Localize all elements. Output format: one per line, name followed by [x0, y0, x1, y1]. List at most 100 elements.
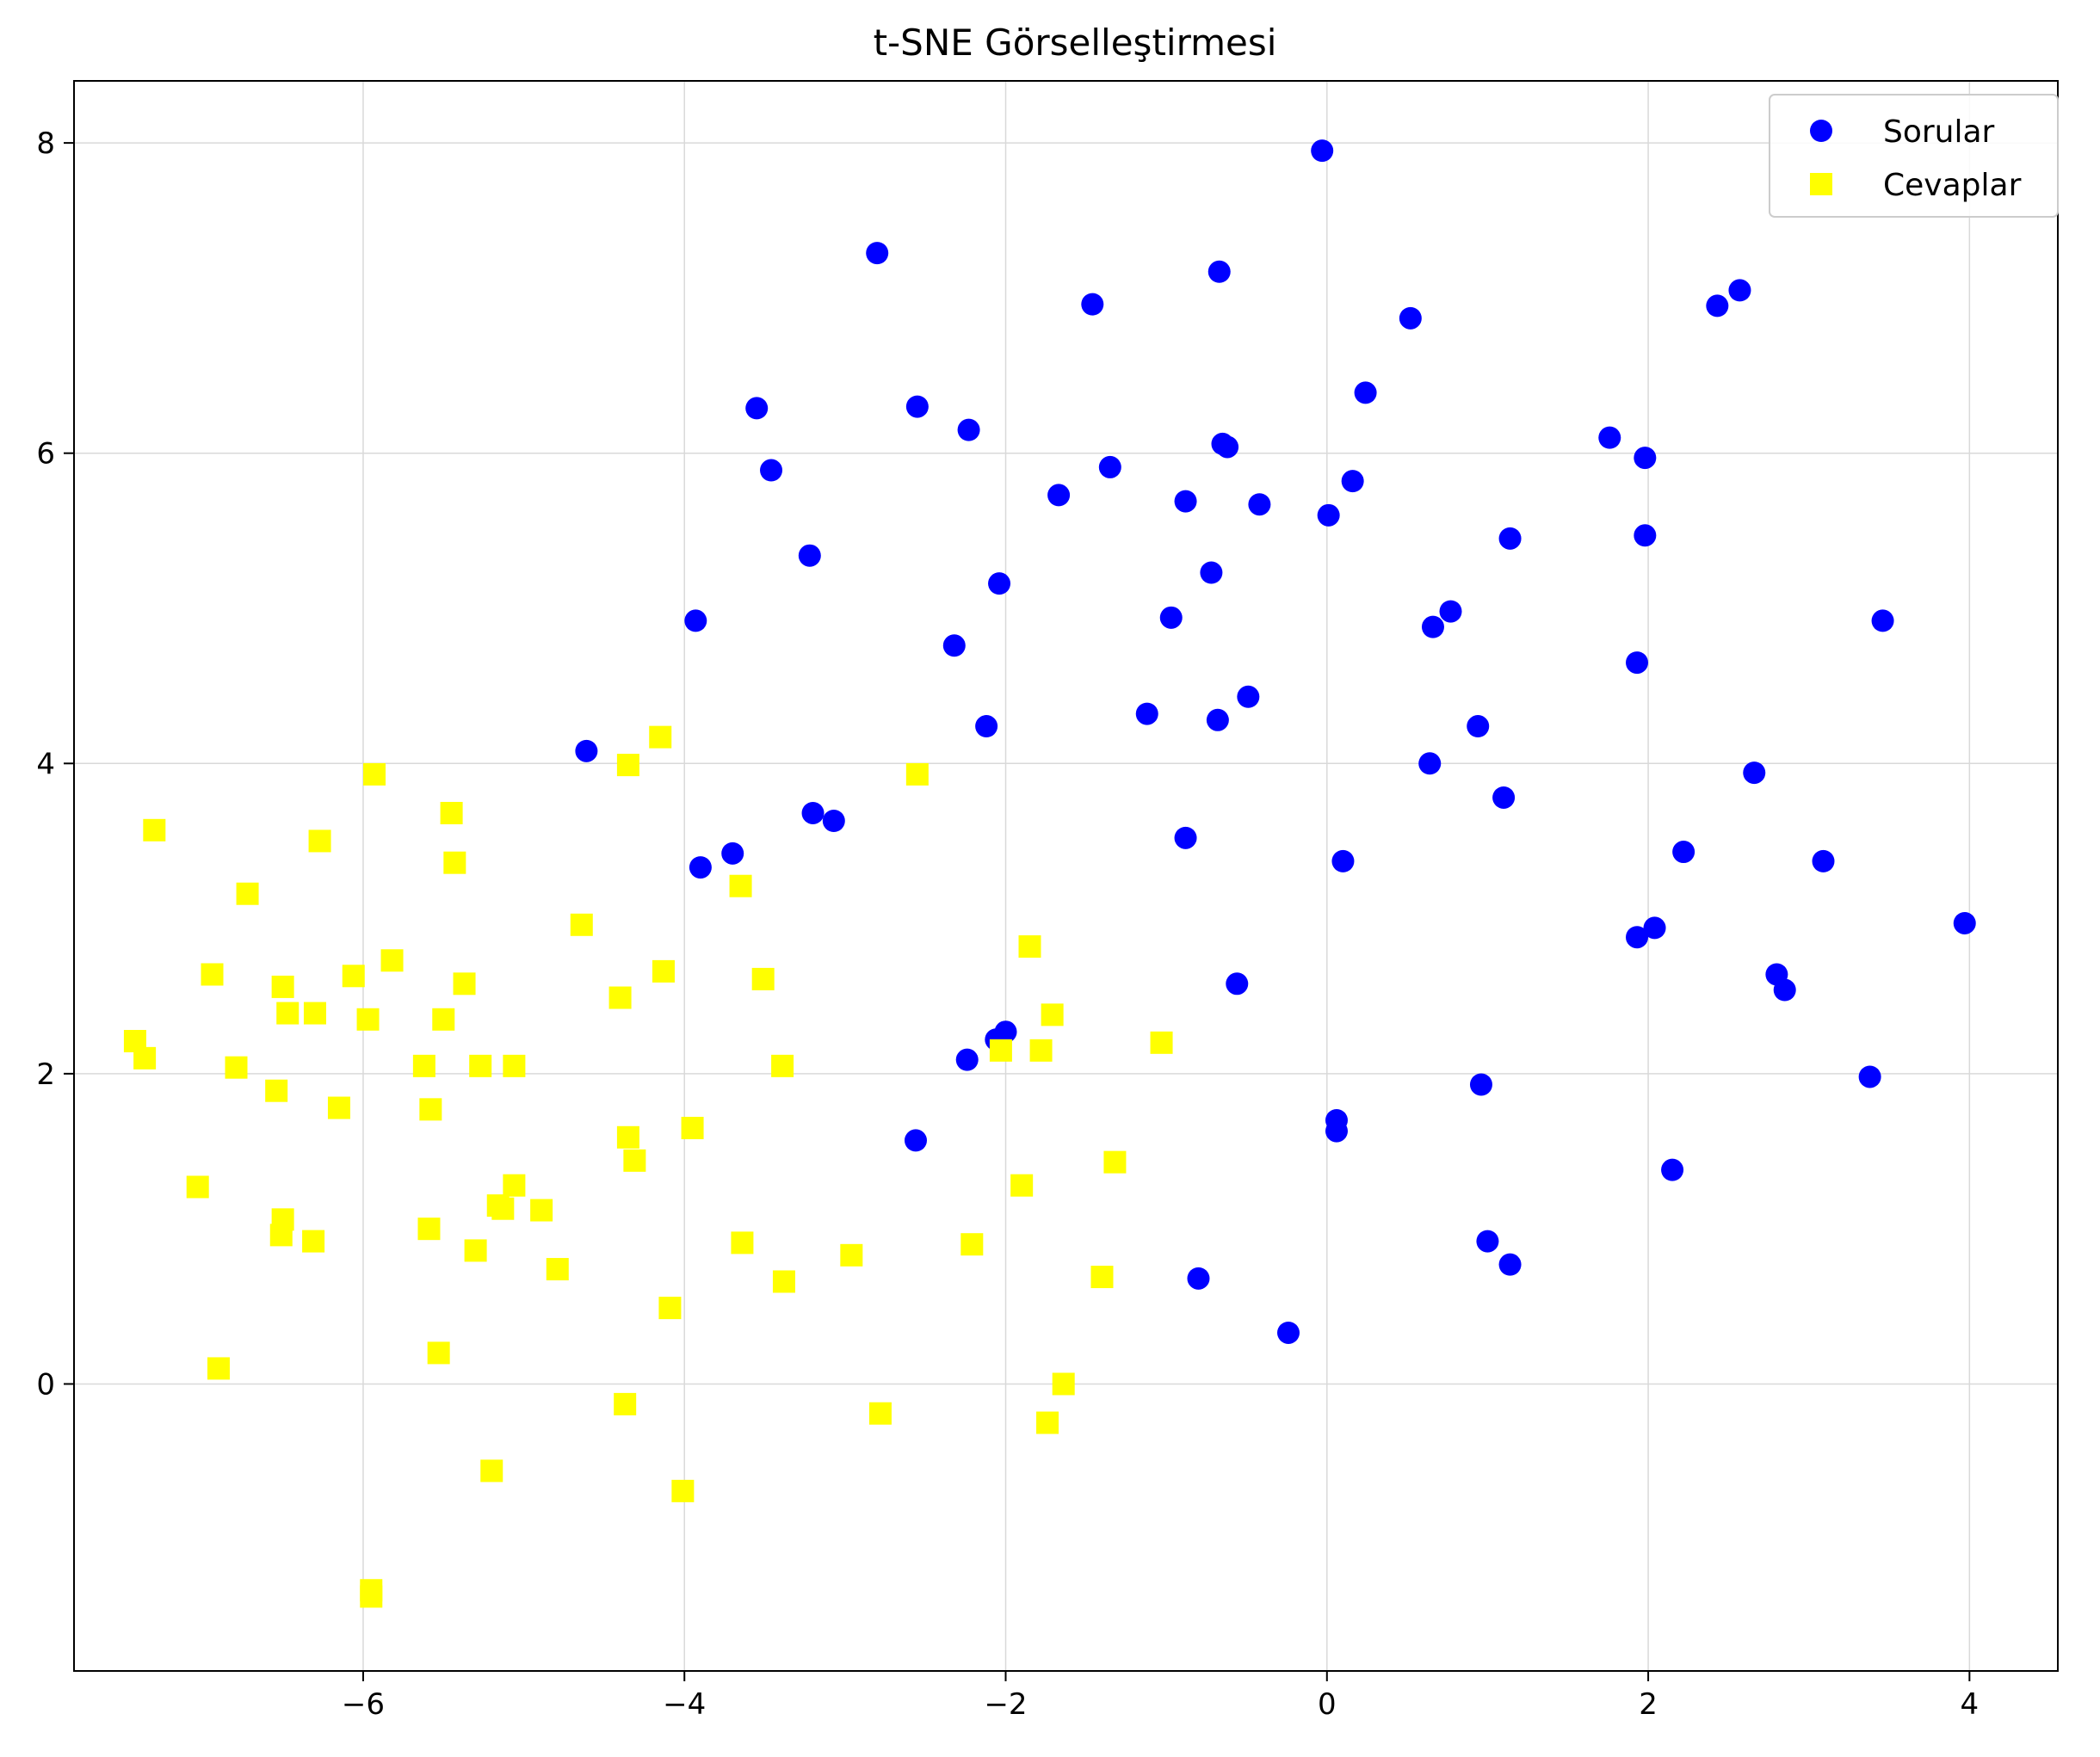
data-point-soru: [1421, 615, 1444, 638]
data-point-soru: [1399, 306, 1422, 330]
data-point-soru: [905, 395, 929, 418]
data-point-cevap: [729, 874, 752, 897]
data-point-cevap: [491, 1197, 515, 1220]
data-point-soru: [1661, 1158, 1684, 1181]
data-point-soru: [1098, 455, 1121, 478]
data-point-soru: [942, 634, 966, 657]
data-point-soru: [1341, 470, 1364, 493]
data-point-soru: [1418, 752, 1442, 775]
legend-marker-square: [1810, 173, 1832, 195]
data-point-cevap: [1052, 1372, 1075, 1396]
data-point-cevap: [1029, 1039, 1053, 1062]
data-point-cevap: [868, 1402, 892, 1425]
plot-frame: [73, 80, 2059, 1672]
grid-lines: [74, 81, 2058, 1671]
data-point-cevap: [623, 1149, 646, 1172]
data-point-cevap: [503, 1174, 526, 1197]
data-point-cevap: [356, 1008, 380, 1031]
data-point-soru: [1498, 527, 1522, 550]
axis-ticks: −6 −4 −2 0 2 4 0 2 4 6 8: [36, 126, 1979, 1722]
data-point-cevap: [1041, 1003, 1064, 1026]
data-point-soru: [689, 856, 712, 879]
data-point-cevap: [731, 1231, 754, 1255]
data-point-soru: [1743, 761, 1766, 785]
y-tick-label: 0: [36, 1367, 55, 1402]
x-tick-label: −6: [342, 1687, 385, 1722]
data-point-soru: [1492, 786, 1516, 809]
data-point-cevap: [201, 963, 224, 986]
data-point-soru: [1187, 1267, 1210, 1290]
x-tick-label: 4: [1961, 1687, 1980, 1722]
data-point-soru: [1773, 978, 1796, 1002]
data-point-cevap: [269, 1224, 293, 1247]
data-point-soru: [1467, 715, 1490, 738]
data-point-cevap: [570, 913, 593, 936]
y-tick-label: 4: [36, 747, 55, 781]
data-point-soru: [1469, 1073, 1492, 1096]
data-point-cevap: [186, 1175, 209, 1199]
legend: Sorular Cevaplar: [1769, 94, 2059, 218]
legend-box: [1769, 94, 2059, 218]
data-point-cevap: [432, 1008, 455, 1031]
data-point-soru: [1325, 1119, 1348, 1143]
data-point-soru: [1237, 685, 1260, 708]
data-point-cevap: [1150, 1031, 1173, 1054]
data-point-cevap: [771, 1054, 794, 1077]
data-point-cevap: [1010, 1174, 1034, 1197]
data-point-cevap: [751, 967, 775, 990]
data-point-cevap: [271, 975, 294, 998]
data-point-soru: [904, 1129, 927, 1152]
legend-label: Sorular: [1883, 114, 1995, 150]
data-point-soru: [1812, 849, 1835, 872]
data-point-soru: [1174, 826, 1197, 849]
data-point-soru: [1634, 524, 1657, 547]
data-point-cevap: [530, 1199, 553, 1222]
data-point-soru: [1498, 1253, 1522, 1276]
data-point-soru: [1317, 503, 1340, 527]
x-tick-label: 2: [1639, 1687, 1658, 1722]
data-point-cevap: [469, 1054, 492, 1077]
data-point-soru: [1871, 609, 1894, 632]
data-point-cevap: [133, 1046, 157, 1070]
data-point-soru: [1174, 490, 1197, 513]
data-point-cevap: [380, 949, 404, 972]
data-point-soru: [760, 459, 783, 482]
data-point-cevap: [412, 1054, 435, 1077]
data-point-soru: [1439, 600, 1462, 623]
data-point-cevap: [671, 1479, 695, 1502]
data-point-soru: [957, 418, 980, 441]
data-point-soru: [1728, 279, 1751, 302]
series-sorular: [575, 139, 1976, 1344]
data-point-cevap: [327, 1096, 350, 1119]
data-point-soru: [1634, 447, 1657, 470]
data-point-cevap: [276, 1002, 300, 1025]
legend-marker-circle: [1810, 120, 1832, 142]
data-point-cevap: [302, 1230, 325, 1253]
data-point-soru: [1200, 561, 1223, 584]
data-point-soru: [1206, 708, 1229, 731]
data-point-cevap: [989, 1039, 1012, 1062]
data-point-soru: [1331, 849, 1355, 872]
data-point-soru: [745, 397, 769, 420]
data-point-soru: [1858, 1065, 1881, 1088]
data-point-cevap: [649, 725, 672, 749]
chart-title: t-SNE Görselleştirmesi: [874, 22, 1277, 64]
y-tick-label: 8: [36, 126, 55, 161]
data-point-soru: [1248, 493, 1271, 516]
data-point-soru: [1216, 435, 1239, 459]
data-point-soru: [1476, 1230, 1499, 1253]
data-point-cevap: [616, 1125, 639, 1149]
data-point-cevap: [236, 882, 259, 905]
y-tick-label: 6: [36, 437, 55, 472]
data-point-soru: [1706, 294, 1729, 317]
data-point-cevap: [503, 1054, 526, 1077]
data-point-cevap: [608, 986, 632, 1009]
data-point-cevap: [443, 851, 466, 874]
data-point-soru: [1135, 702, 1158, 725]
data-point-soru: [1311, 139, 1334, 163]
data-point-soru: [1672, 841, 1695, 864]
data-point-cevap: [546, 1258, 569, 1281]
data-point-cevap: [658, 1297, 682, 1320]
data-point-cevap: [480, 1459, 503, 1483]
